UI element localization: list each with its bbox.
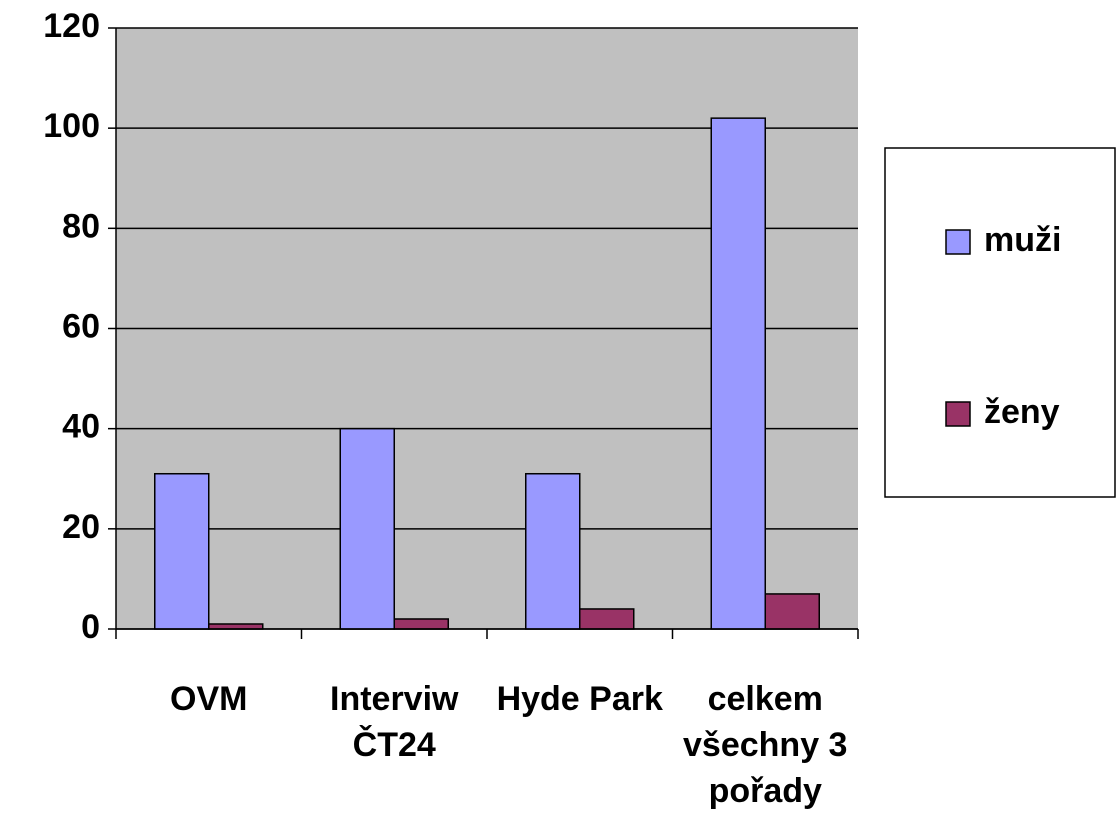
x-tick-label: Hyde Park — [496, 680, 663, 718]
bar — [208, 623, 264, 630]
y-tick-label: 100 — [43, 107, 100, 145]
y-tick-label: 120 — [43, 7, 100, 45]
legend-swatch — [945, 229, 971, 255]
y-tick-label: 20 — [62, 508, 100, 546]
x-tick-label: Interviw ČT24 — [330, 680, 459, 764]
legend — [884, 147, 1116, 498]
y-tick-label: 80 — [62, 207, 100, 245]
bar — [339, 427, 395, 630]
legend-label: ženy — [984, 393, 1060, 431]
legend-swatch — [945, 401, 971, 427]
y-tick-label: 60 — [62, 307, 100, 345]
y-tick-label: 40 — [62, 408, 100, 446]
y-tick-label: 0 — [81, 608, 100, 646]
bar — [579, 608, 635, 630]
bar — [710, 117, 766, 630]
bar — [154, 472, 210, 630]
x-tick-label: OVM — [170, 680, 248, 718]
bar — [393, 618, 449, 630]
x-tick-label: celkem všechny 3 pořady — [683, 680, 848, 810]
legend-label: muži — [984, 221, 1061, 259]
bar — [525, 472, 581, 630]
bar — [764, 593, 820, 630]
